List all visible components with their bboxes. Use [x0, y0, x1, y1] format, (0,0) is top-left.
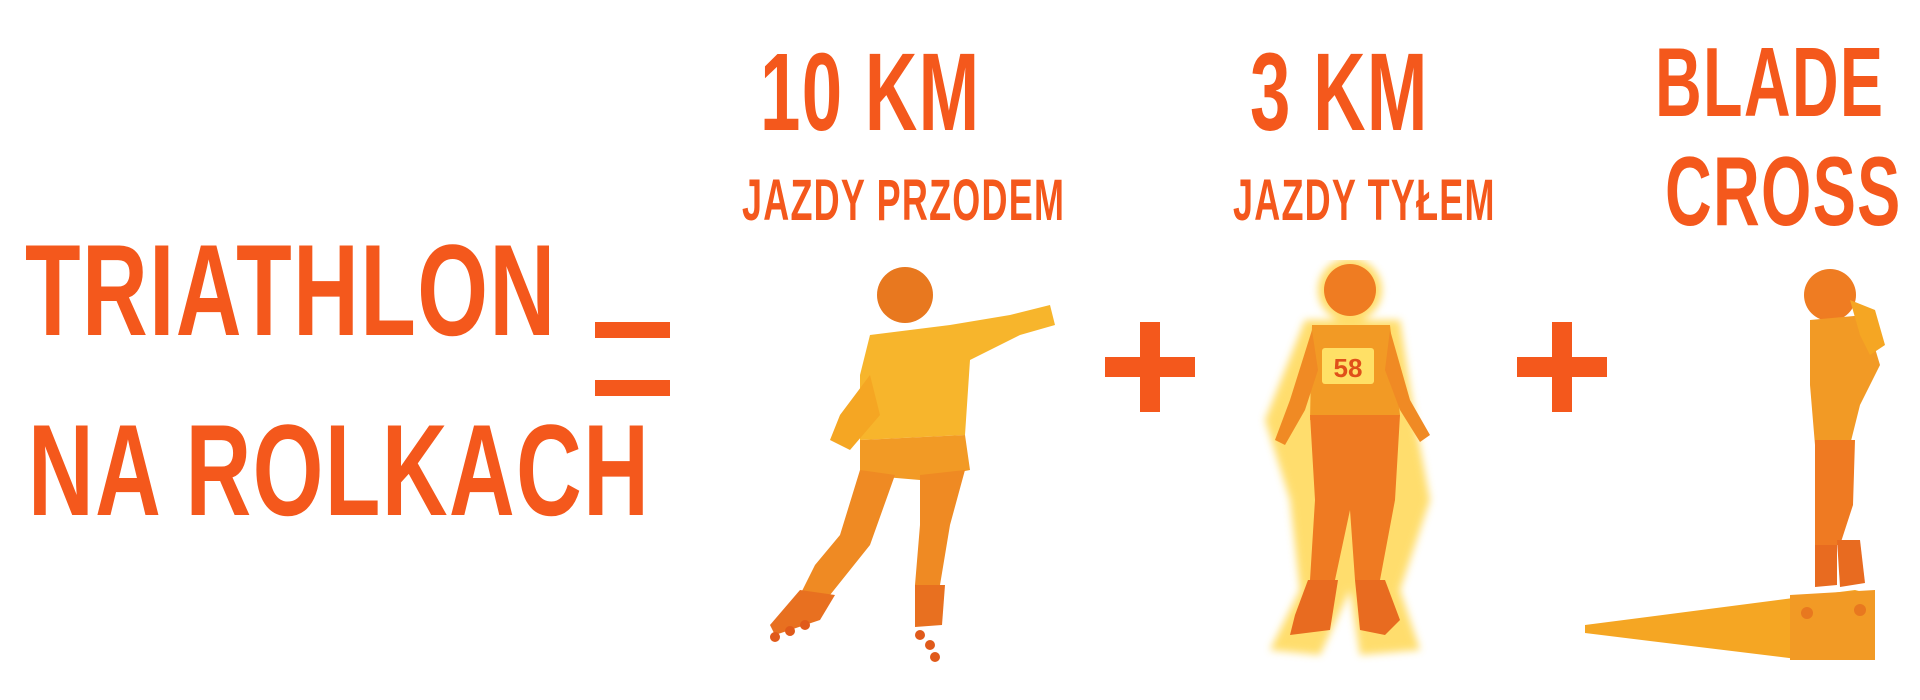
event-3-headline-line-1: BLADE: [1655, 27, 1885, 137]
event-2-headline: 3 KM: [1250, 31, 1429, 154]
event-3-headline-line-2: CROSS: [1665, 136, 1902, 246]
backward-skater-figure: 58: [1265, 260, 1430, 655]
equals-sign: [595, 322, 670, 397]
equals-bar-bottom: [595, 380, 670, 396]
title-line-2: NA ROLKACH: [28, 397, 651, 543]
equals-bar-top: [595, 322, 670, 338]
event-1-headline: 10 KM: [760, 31, 981, 154]
forward-skater-figure: [770, 267, 1055, 662]
event-2-subline: JAZDY TYŁEM: [1233, 168, 1496, 233]
race-bib-number: 58: [1334, 353, 1363, 383]
plus-sign-2: [1517, 322, 1607, 412]
event-1-subline: JAZDY PRZODEM: [742, 168, 1066, 233]
plus-sign-1: [1105, 322, 1195, 412]
title-line-1: TRIATHLON: [25, 217, 557, 363]
blade-cross-skater-figure: [1585, 269, 1885, 660]
